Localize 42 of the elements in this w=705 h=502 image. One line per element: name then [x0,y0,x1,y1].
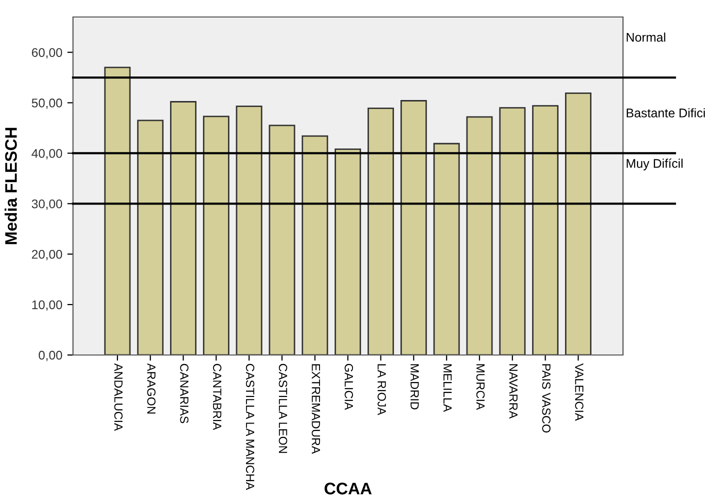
bar [202,116,230,355]
x-tick-label: MELILLA [444,364,452,412]
x-tick-label: ARAGON [147,363,156,414]
x-tick-label: EXTREMADURA [312,364,320,454]
y-tick-label: 40,00 [32,149,62,160]
bar [137,120,164,355]
bar [466,116,493,355]
x-tick-label: MURCIA [476,364,485,410]
bar [104,66,131,355]
x-tick-label: NAVARRA [509,364,518,419]
bar [170,101,196,355]
bar [236,106,262,355]
y-tick-label: 0,00 [38,350,62,362]
x-axis-title: CCAA [324,482,372,494]
x-tick-label: VALENCIA [575,363,584,421]
y-tick-label: 10,00 [32,300,62,311]
bar [400,100,427,355]
y-axis-title: Media FLESCH [4,128,17,244]
bar [368,108,394,355]
ref-line-label: Muy Difícil [626,158,683,170]
x-tick-label: CANARIAS [180,364,188,424]
bar [302,135,328,355]
bar [268,124,296,355]
bar [532,105,559,355]
x-tick-label: CASTILLA LA MANCHA [246,364,254,490]
bar [433,142,460,355]
x-tick-label: PAIS VASCO [542,364,551,433]
ref-line-label: Normal [626,32,666,42]
x-tick-label: GALICIA [344,364,354,410]
y-tick-label: 50,00 [32,98,62,109]
x-tick-label: LA RIOJA [378,364,386,416]
ref-line-label: Bastante Difici [626,108,705,118]
x-tick-label: CASTILLA LEON [278,364,288,453]
bar [565,92,592,355]
y-tick-label: 20,00 [32,250,62,260]
x-tick-label: MADRID [410,364,419,410]
y-tick-label: 30,00 [32,199,62,210]
bar [334,148,362,355]
bar [499,107,526,355]
x-tick-label: CANTABRIA [213,364,222,430]
x-tick-label: ANDALUCIA [114,363,123,431]
y-tick-label: 60,00 [32,48,62,58]
